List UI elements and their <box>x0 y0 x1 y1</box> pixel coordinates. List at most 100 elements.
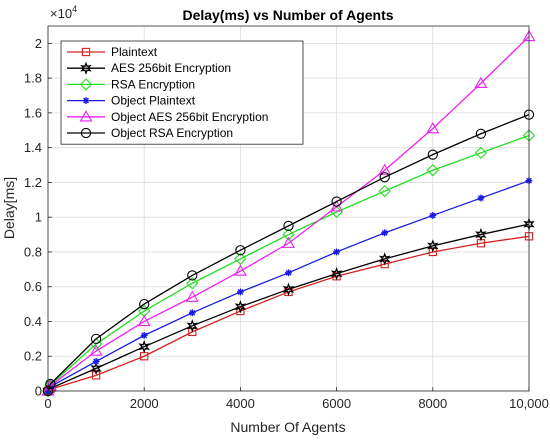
data-point <box>137 314 151 327</box>
y-tick-label: 1.8 <box>24 71 42 86</box>
data-point <box>45 378 56 390</box>
data-point <box>474 76 488 89</box>
chart-title: Delay(ms) vs Number of Agents <box>182 7 393 23</box>
plot-frame <box>47 25 530 392</box>
series-layer <box>41 29 536 398</box>
data-point <box>139 298 150 310</box>
y-tick-label: 0 <box>35 384 42 399</box>
y-tick-label: 1 <box>35 210 42 225</box>
y-axis-label: Delay[ms] <box>1 177 17 239</box>
data-point <box>186 277 199 290</box>
legend-marker <box>82 97 90 104</box>
data-point <box>378 163 392 175</box>
data-point <box>283 220 294 232</box>
data-point <box>475 128 487 139</box>
axis-layer: 0 2000 4000 6000 8000 10,000 0 0.2 0.4 0.6 0.8 1 1.2… <box>24 36 549 411</box>
series-line <box>47 114 530 392</box>
data-point <box>188 309 196 317</box>
series-line <box>47 35 530 392</box>
legend-label: RSA Encryption <box>111 77 195 91</box>
data-point <box>475 227 487 242</box>
data-point <box>477 194 485 202</box>
y-tick-label: 1.6 <box>24 105 42 120</box>
x-tick-label: 6000 <box>322 396 351 411</box>
data-point <box>426 164 439 177</box>
legend-label: Object AES 256bit Encryption <box>111 110 268 124</box>
legend-item: Plaintext <box>67 45 158 59</box>
legend-label: AES 256bit Encryption <box>111 61 231 75</box>
data-point <box>378 184 391 198</box>
data-point <box>282 236 295 248</box>
data-point <box>429 212 437 219</box>
y-tick-label: 0.8 <box>24 244 42 259</box>
data-point <box>333 248 340 256</box>
data-point <box>474 146 488 160</box>
y-tick-label: 2 <box>35 36 42 51</box>
data-point <box>234 252 247 266</box>
data-point <box>186 319 199 333</box>
y-tick-label: 0.4 <box>24 314 42 329</box>
data-point <box>330 267 343 281</box>
series-object-rsa-encryption <box>42 109 535 397</box>
data-point <box>379 172 390 183</box>
data-point <box>427 239 439 253</box>
legend: Plaintext AES 256bit Encryption RSA Encryp… <box>60 40 304 145</box>
data-point <box>380 259 389 269</box>
data-point <box>330 200 344 212</box>
series-line <box>47 235 530 392</box>
series-line <box>47 134 530 392</box>
legend-marker <box>81 47 91 57</box>
data-point <box>236 306 245 316</box>
data-point <box>378 252 391 266</box>
legend-marker <box>80 127 92 139</box>
series-line <box>47 180 530 392</box>
data-point <box>140 331 148 339</box>
legend-box <box>60 40 304 145</box>
legend-marker <box>79 78 93 91</box>
x-tick-label: 10,000 <box>509 396 549 411</box>
data-point <box>234 300 247 314</box>
data-point <box>282 282 295 296</box>
data-point <box>90 333 102 345</box>
x-tick-label: 2000 <box>130 396 159 411</box>
data-point <box>426 121 440 134</box>
legend-label: Plaintext <box>111 45 158 59</box>
x-tick-label: 4000 <box>226 396 255 411</box>
data-point <box>237 288 244 296</box>
data-point <box>381 229 389 237</box>
y-multiplier-label: ×104 <box>50 4 77 21</box>
data-point <box>185 290 199 302</box>
data-point <box>187 270 198 281</box>
y-tick-label: 0.6 <box>24 279 42 294</box>
data-point <box>428 247 437 257</box>
y-tick-label: 0.2 <box>24 349 42 364</box>
series-line <box>47 223 530 392</box>
data-point <box>235 245 246 256</box>
data-point <box>427 149 438 160</box>
x-tick-label: 8000 <box>418 396 447 411</box>
legend-item: Object AES 256bit Encryption <box>67 110 268 124</box>
legend-item: AES 256bit Encryption <box>67 61 231 75</box>
y-tick-label: 1.2 <box>24 175 42 190</box>
data-point <box>285 269 292 277</box>
data-point <box>92 358 100 365</box>
data-point <box>282 228 295 241</box>
x-tick-label: 0 <box>44 396 51 411</box>
legend-item: Object RSA Encryption <box>67 126 233 140</box>
legend-item: Object Plaintext <box>67 94 196 108</box>
data-point <box>138 340 150 354</box>
data-point <box>233 264 247 276</box>
legend-marker <box>79 110 93 122</box>
x-axis-label: Number Of Agents <box>230 419 345 435</box>
legend-marker <box>80 61 92 75</box>
y-tick-label: 1.4 <box>24 140 42 155</box>
data-point <box>331 196 342 207</box>
series-object-aes-256bit-encryption <box>41 29 536 396</box>
data-point <box>89 344 103 356</box>
data-point <box>188 327 197 337</box>
legend-label: Object Plaintext <box>111 94 196 108</box>
legend-item: RSA Encryption <box>67 77 195 91</box>
legend-label: Object RSA Encryption <box>111 126 233 140</box>
data-point <box>90 361 102 376</box>
